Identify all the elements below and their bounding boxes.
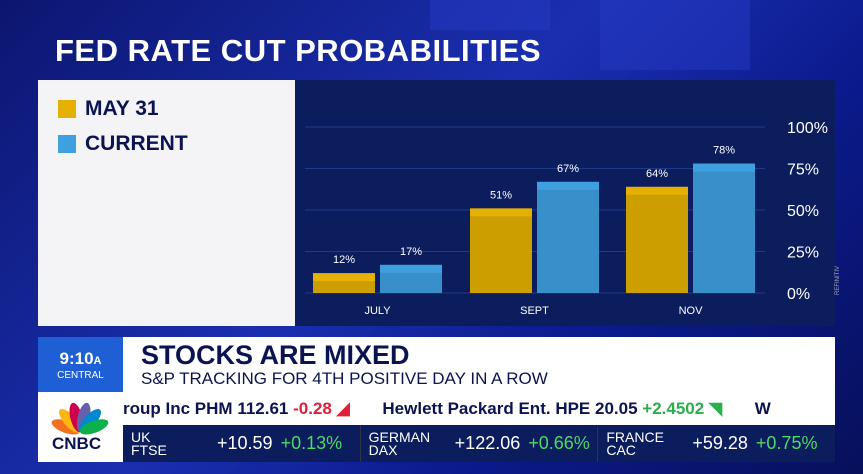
legend-label: CURRENT [85, 132, 188, 155]
legend-label: MAY 31 [85, 97, 159, 120]
x-tick-label: SEPT [520, 305, 549, 317]
data-label: 67% [557, 163, 579, 175]
data-label: 78% [713, 145, 735, 157]
timezone: CENTRAL [57, 370, 104, 381]
y-tick-label: 25% [787, 245, 819, 262]
bar [626, 186, 688, 293]
peacock-icon [51, 402, 109, 435]
legend: MAY 31 CURRENT [38, 80, 295, 326]
data-label: 17% [400, 246, 422, 258]
credit: REFINITIV [835, 265, 841, 295]
data-label: 51% [490, 189, 512, 201]
down-arrow-icon: ◢ [336, 399, 350, 418]
y-tick-label: 50% [787, 203, 819, 220]
bar-shade [470, 216, 532, 293]
subheadline: S&P TRACKING FOR 4TH POSITIVE DAY IN A R… [141, 369, 548, 388]
headline-box: STOCKS ARE MIXED S&P TRACKING FOR 4TH PO… [123, 337, 835, 392]
legend-item-current: CURRENT [58, 132, 188, 156]
legend-item-may31: MAY 31 [58, 97, 159, 121]
bar-shade [313, 281, 375, 293]
background-cube [430, 0, 550, 30]
y-tick-label: 100% [787, 120, 828, 137]
bar-chart: 0% 25% 50% 75% 100% 12% 17% JULY 51% 67% SEPT 64% 78… [295, 80, 835, 326]
bar-shade [626, 194, 688, 293]
bar [380, 264, 442, 293]
x-tick-label: NOV [679, 305, 704, 317]
stock-ticker: roup Inc PHM 112.61 -0.28 ◢ Hewlett Pack… [123, 392, 835, 425]
bar-shade [693, 171, 755, 293]
bar [470, 208, 532, 293]
market-indices: UK FTSE +10.59 +0.13% GERMAN DAX +122.06 +0.66… [123, 425, 835, 462]
time-box: 9:10A CENTRAL [38, 337, 123, 392]
cnbc-logo: CNBC [38, 392, 123, 462]
y-tick-label: 0% [787, 286, 810, 303]
market-dax: GERMAN DAX +122.06 +0.66% [361, 425, 599, 462]
headline: STOCKS ARE MIXED [141, 340, 410, 370]
bar [693, 163, 755, 293]
background-cube [600, 0, 750, 70]
legend-swatch [58, 135, 76, 153]
data-label: 64% [646, 168, 668, 180]
bar [537, 181, 599, 293]
bar-shade [537, 189, 599, 293]
bar-shade [380, 272, 442, 293]
time: 9:10 [59, 349, 94, 368]
y-tick-label: 75% [787, 162, 819, 179]
x-tick-label: JULY [364, 305, 391, 317]
ampm: A [93, 355, 102, 367]
market-ftse: UK FTSE +10.59 +0.13% [123, 425, 361, 462]
legend-swatch [58, 100, 76, 118]
chart-svg: 0% 25% 50% 75% 100% 12% 17% JULY 51% 67% SEPT 64% 78… [305, 120, 828, 317]
market-cac: FRANCE CAC +59.28 +0.75% [606, 428, 818, 458]
up-arrow-icon: ◥ [708, 399, 723, 418]
ticker-item: Hewlett Packard Ent. HPE 20.05 +2.4502 ◥ [382, 399, 723, 418]
logo-text: CNBC [52, 434, 102, 453]
data-label: 12% [333, 254, 355, 266]
lower-third: 9:10A CENTRAL STOCKS ARE MIXED S&P TRACK… [38, 337, 835, 462]
chart-title: FED RATE CUT PROBABILITIES [55, 33, 542, 68]
ticker-item: roup Inc PHM 112.61 -0.28 ◢ [123, 399, 350, 418]
ticker-item: W [754, 399, 771, 418]
bar [313, 273, 375, 293]
